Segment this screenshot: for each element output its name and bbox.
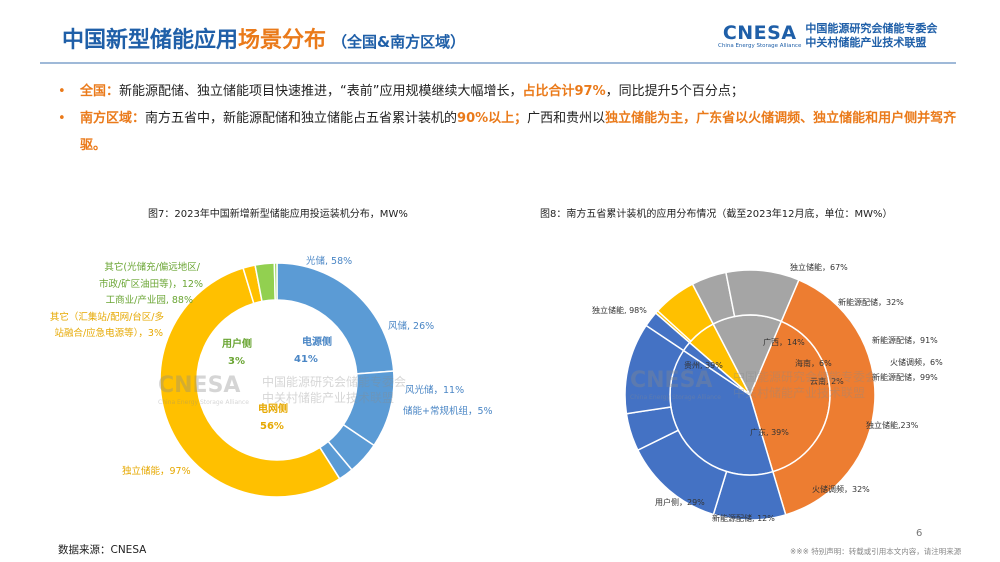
chart1-title: 图7：2023年中国新增新型储能应用投运装机分布，MW%: [148, 209, 408, 220]
c1-inner-grid-v: 56%: [260, 421, 284, 432]
c1-label-ci: 工商业/产业园, 88%: [106, 294, 193, 306]
header-divider: [40, 62, 956, 64]
chart1-sunburst: [159, 262, 395, 498]
outer-slice-4: [159, 267, 341, 498]
watermark-cn1: 中国能源研究会储能专委会: [262, 374, 406, 389]
c1-inner-user-v: 3%: [228, 356, 245, 367]
watermark-left: CNESA China Energy Storage Alliance 中国能源…: [158, 373, 406, 406]
c2-label-gx-indep: 独立储能，67%: [790, 262, 848, 272]
c1-inner-grid: 电网侧: [258, 402, 288, 415]
c2-label-gd: 广东, 39%: [750, 427, 789, 437]
c1-label-windpv: 风光储，11%: [405, 384, 464, 396]
watermark-en: China Energy Storage Alliance: [630, 394, 721, 401]
outer-slice-7: [273, 262, 278, 301]
chart2-sunburst: [624, 269, 876, 521]
c1-inner-power: 电源侧: [302, 335, 332, 348]
c1-label-thermal: 储能+常规机组，5%: [403, 405, 493, 417]
bullet-text: 广西和贵州以: [527, 111, 606, 126]
c1-label-userother-1: 其它(光储充/偏远地区/: [104, 261, 200, 273]
c2-label-yn-ne: 新能源配储，99%: [872, 372, 938, 382]
bullet-text: ，同比提升5个百分点；: [605, 84, 744, 99]
bullet-label: 全国：: [80, 84, 120, 99]
watermark-logo: CNESA: [158, 373, 240, 398]
brand-cn-2: 中关村储能产业技术联盟: [805, 36, 927, 49]
c2-label-hn-thermal: 火储调频，6%: [890, 357, 943, 367]
c2-label-gz-indep: 独立储能, 98%: [592, 305, 647, 315]
chart2-title: 图8：南方五省累计装机的应用分布情况（截至2023年12月底，单位：MW%）: [540, 209, 893, 220]
title-sub: （全国&南方区域）: [332, 33, 466, 51]
bullet-south: • 南方区域：南方五省中，新能源配储和独立储能占五省累计装机的90%以上；广西和贵…: [58, 105, 973, 159]
title-part2: 场景分布: [238, 28, 327, 53]
c1-label-gridother-2: 站融合/应急电源等），3%: [54, 327, 163, 339]
page-title: 中国新型储能应用场景分布 （全国&南方区域）: [62, 22, 465, 54]
disclaimer: ※※※ 特别声明：转载或引用本文内容，请注明来源: [790, 547, 962, 556]
c1-label-userother-2: 市政/矿区油田等)，12%: [99, 278, 203, 290]
page-number: 6: [916, 528, 923, 539]
title-part1: 中国新型储能应用: [62, 28, 239, 53]
bullet-dot-icon: •: [58, 111, 66, 126]
watermark-right: CNESA China Energy Storage Alliance 中国能源…: [630, 368, 877, 401]
brand-en: China Energy Storage Alliance: [718, 42, 802, 49]
watermark-cn2: 中关村储能产业技术联盟: [262, 390, 394, 405]
data-source: 数据来源：CNESA: [58, 544, 147, 556]
watermark-logo: CNESA: [630, 368, 712, 393]
chart2-labels: 独立储能，67% 新能源配储，32% 新能源配储，91% 火储调频，6% 新能源…: [592, 262, 943, 523]
watermark-cn2: 中关村储能产业技术联盟: [733, 385, 865, 400]
c2-label-hn: 海南，6%: [795, 358, 832, 368]
c1-label-gridother-1: 其它（汇集站/配网/台区/多: [50, 311, 164, 323]
c2-label-gd-indep: 独立储能,23%: [866, 420, 919, 430]
c2-label-gd-ne: 新能源配储, 12%: [712, 513, 775, 523]
bullet-dot-icon: •: [58, 84, 66, 99]
brand-cn-1: 中国能源研究会储能专委会: [805, 22, 938, 35]
c2-label-gx: 广西，14%: [763, 337, 805, 347]
c2-label-yn: 云南, 2%: [810, 376, 844, 386]
brand-logo: CNESA: [722, 21, 797, 44]
bullet-highlight: 占比合计97%: [522, 84, 606, 99]
bullet-text: 新能源配储、独立储能项目快速推进，“表前”应用规模继续大幅增长，: [119, 84, 523, 99]
chart1-labels: 光储, 58% 风储, 26% 风光储，11% 储能+常规机组，5% 独立储能，…: [50, 255, 493, 477]
c1-inner-power-v: 41%: [294, 354, 318, 365]
c1-label-wind: 风储, 26%: [388, 320, 434, 332]
bullet-highlight: 独立储能为主，广东省以火储调频、独立储能和用户侧并驾齐驱。: [80, 111, 957, 153]
bullet-national: • 全国：新能源配储、独立储能项目快速推进，“表前”应用规模继续大幅增长，占比合计…: [58, 78, 973, 105]
c2-label-gz: 贵州, 39%: [684, 360, 723, 370]
bullet-list: • 全国：新能源配储、独立储能项目快速推进，“表前”应用规模继续大幅增长，占比合计…: [58, 78, 973, 159]
bullet-text: 南方五省中，新能源配储和独立储能占五省累计装机的: [145, 111, 458, 126]
c2-label-gd-user: 用户侧，29%: [655, 497, 705, 507]
bullet-highlight: 90%以上；: [457, 111, 528, 126]
brand-logo-block: CNESA China Energy Storage Alliance 中国能源…: [718, 22, 937, 50]
c1-label-pv: 光储, 58%: [306, 255, 352, 267]
c2-label-gx-ne: 新能源配储，32%: [838, 297, 904, 307]
outer-slice-0: [771, 278, 876, 516]
outer-slice-9: [725, 269, 800, 323]
c1-label-indep: 独立储能，97%: [122, 465, 191, 477]
c2-label-hn-ne: 新能源配储，91%: [872, 335, 938, 345]
watermark-cn1: 中国能源研究会储能专委会: [733, 369, 877, 384]
c1-inner-user: 用户侧: [221, 337, 252, 350]
bullet-label: 南方区域：: [80, 111, 146, 126]
watermark-en: China Energy Storage Alliance: [158, 399, 249, 406]
c2-label-gd-thermal: 火储调频，32%: [812, 484, 870, 494]
